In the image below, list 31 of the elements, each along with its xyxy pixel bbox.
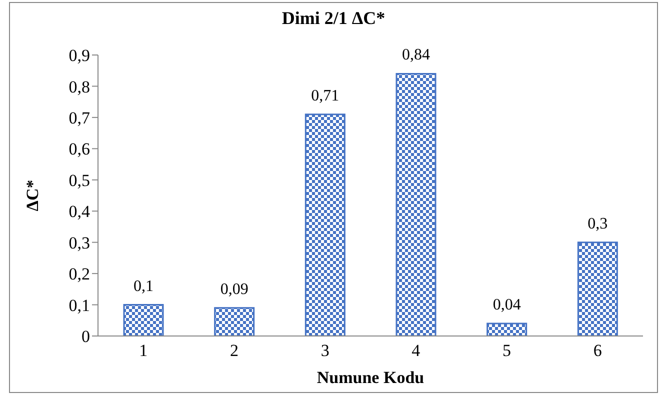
x-axis-title: Numune Kodu [316, 368, 424, 387]
x-tick-label: 2 [230, 341, 238, 360]
y-tick-label: 0,1 [68, 296, 90, 315]
x-tick-label: 5 [502, 341, 511, 360]
data-label: 0,3 [588, 215, 608, 232]
x-tick-label: 4 [412, 341, 421, 360]
y-tick-label: 0,4 [68, 202, 90, 222]
bar [214, 307, 255, 336]
y-tick-label: 0,6 [68, 140, 90, 159]
y-tick-label: 0,2 [68, 264, 90, 284]
bar [486, 322, 528, 336]
data-label: 0,71 [311, 87, 340, 104]
y-tick-label: 0 [82, 327, 90, 346]
bar [577, 242, 618, 336]
y-tick-label: 0,9 [68, 46, 90, 66]
bar [123, 304, 164, 336]
y-tick-label: 0,8 [68, 77, 90, 96]
y-tick-label: 0,7 [68, 108, 90, 128]
y-tick-label: 0,3 [68, 233, 90, 252]
y-tick-label: 0,5 [68, 170, 90, 190]
data-label: 0,04 [492, 296, 521, 314]
x-tick-label: 6 [593, 341, 602, 360]
bar [304, 114, 346, 336]
x-tick-label: 1 [139, 341, 148, 360]
data-label: 0,84 [402, 46, 430, 64]
y-axis-title: ΔC* [23, 180, 42, 212]
data-label: 0,1 [134, 278, 154, 295]
chart-title: Dimi 2/1 ΔC* [280, 8, 386, 29]
bar [396, 72, 436, 336]
x-tick-label: 3 [320, 341, 330, 360]
data-label: 0,09 [220, 280, 248, 298]
